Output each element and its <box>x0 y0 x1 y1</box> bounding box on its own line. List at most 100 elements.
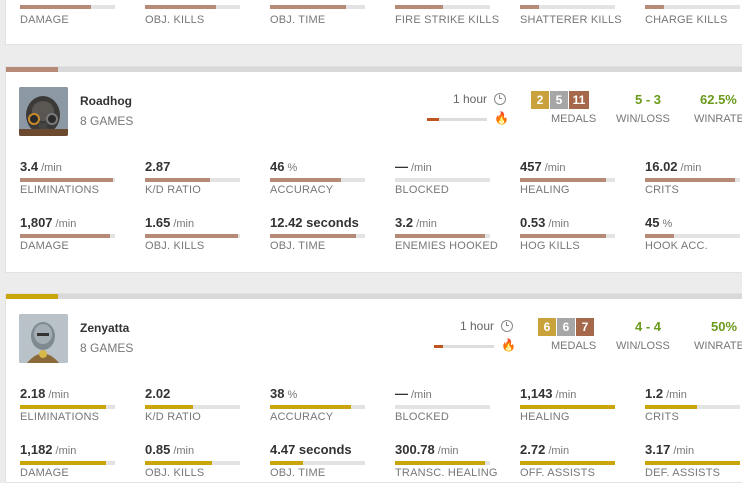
stat-value: 38% <box>270 386 380 403</box>
stat-value: 3.4/min <box>20 159 130 176</box>
stat-bar-fill <box>645 234 674 238</box>
stat-damage: 1,807/min DAMAGE <box>20 215 130 252</box>
stat-unit: /min <box>544 162 566 174</box>
stat-unit: /min <box>411 162 432 174</box>
stat-label: DAMAGE <box>20 14 69 26</box>
stat-number: 1.2 <box>645 386 664 401</box>
stat-transc-healing: 300.78/min TRANSC. HEALING <box>395 442 505 479</box>
stat-bar <box>395 234 490 238</box>
stat-bar <box>520 234 615 238</box>
stat-number: 1.65 <box>145 215 171 230</box>
stat-unit: % <box>662 218 673 230</box>
stat-label: OFF. ASSISTS <box>520 467 596 479</box>
stat-bar <box>520 5 615 9</box>
stat-label: ELIMINATIONS <box>20 411 100 423</box>
stat-value: 3.17/min <box>645 442 742 459</box>
stat-value: 2.72/min <box>520 442 630 459</box>
clock-icon <box>501 320 513 332</box>
stat-unit: /min <box>48 389 70 401</box>
stat-bar <box>395 405 490 409</box>
stat-number: 0.53 <box>520 215 546 230</box>
stat-bar <box>520 178 615 182</box>
stat-label: HEALING <box>520 184 570 196</box>
stat-unit: /min <box>437 445 459 457</box>
stat-bar-fill <box>520 234 606 238</box>
stat-bar <box>20 234 115 238</box>
bronze-medal-count: 11 <box>569 91 589 109</box>
time-played: 1 hour <box>459 319 494 333</box>
stat-label: BLOCKED <box>395 184 449 196</box>
gold-medal-count: 2 <box>531 91 549 109</box>
stat-number: 1,807 <box>20 215 53 230</box>
stat-bar-fill <box>520 5 539 9</box>
stat-value: —/min <box>395 386 505 403</box>
stat-label: OBJ. TIME <box>270 467 326 479</box>
stat-value: 0.85/min <box>145 442 255 459</box>
flame-icon: 🔥 <box>494 111 509 125</box>
stat-label: OBJ. KILLS <box>145 240 205 252</box>
stat-label: OBJ. KILLS <box>145 467 205 479</box>
stat-unit: /min <box>41 162 62 174</box>
stat-number: 3.17 <box>645 442 671 457</box>
stat-damage: 1,182/min DAMAGE <box>20 442 130 479</box>
stat-bar <box>645 234 740 238</box>
stat-label: OBJ. TIME <box>270 240 326 252</box>
time-bar-fill <box>434 345 443 348</box>
stat-bar <box>520 461 615 465</box>
stat-unit: /min <box>173 218 195 230</box>
win-loss: 4 - 4 <box>635 319 662 334</box>
stat-crits: 1.2/min CRITS <box>645 386 742 423</box>
stat-bar-fill <box>145 5 217 9</box>
stat-bar-fill <box>645 5 664 9</box>
roadhog-avatar <box>19 87 68 136</box>
stat-label: FIRE STRIKE KILLS <box>395 14 500 26</box>
winrate-label: WINRATE <box>694 340 742 352</box>
stat-unit: /min <box>555 389 577 401</box>
stat-value: 2.02 <box>145 386 255 403</box>
stat-unit: % <box>287 389 298 401</box>
stat-accuracy: 38% ACCURACY <box>270 386 380 423</box>
stat-bar <box>270 234 365 238</box>
stat-value: 45% <box>645 215 742 232</box>
stat-unit: /min <box>173 445 195 457</box>
stat-bar-fill <box>270 461 304 465</box>
winrate: 62.5% <box>700 92 737 107</box>
time-played: 1 hour <box>452 92 487 106</box>
stat-bar <box>20 178 115 182</box>
stat-label: DEF. ASSISTS <box>645 467 721 479</box>
stat-bar <box>645 461 740 465</box>
stat-number: 2.02 <box>145 386 171 401</box>
stat-number: 300.78 <box>395 442 435 457</box>
stat-unit: /min <box>680 162 702 174</box>
card-progress-fill <box>6 67 58 72</box>
stat-hook-acc: 45% HOOK ACC. <box>645 215 742 252</box>
hero-name: Roadhog <box>80 94 132 108</box>
hero-name: Zenyatta <box>80 321 130 335</box>
card-progress-fill <box>6 294 58 299</box>
stat-blocked: —/min BLOCKED <box>395 386 505 423</box>
stat-unit: /min <box>666 389 687 401</box>
stat-label: DAMAGE <box>20 467 69 479</box>
stat-bar-fill <box>395 234 486 238</box>
card-progress-bar <box>6 67 742 72</box>
stat-bar-fill <box>645 405 698 409</box>
stat-bar-fill <box>145 405 193 409</box>
stat-bar <box>395 5 490 9</box>
hero-card-roadhog: Roadhog 8 GAMES 1 hour 🔥 2 5 11 MEDALS 5… <box>5 66 742 273</box>
stat-bar <box>270 178 365 182</box>
stat-value: 3.2/min <box>395 215 505 232</box>
stat-bar <box>145 234 240 238</box>
stat-k-d-ratio: 2.87 K/D RATIO <box>145 159 255 196</box>
stat-number: 2.18 <box>20 386 46 401</box>
stat-unit: /min <box>548 445 570 457</box>
win-loss-label: WIN/LOSS <box>616 113 670 125</box>
stat-value: 0.53/min <box>520 215 630 232</box>
time-bar <box>427 118 487 121</box>
flame-icon: 🔥 <box>501 338 516 352</box>
stat-value: 1,143/min <box>520 386 630 403</box>
stat-number: 1,182 <box>20 442 53 457</box>
stat-bar-fill <box>645 178 736 182</box>
stat-value: —/min <box>395 159 505 176</box>
stat-label: ENEMIES HOOKED <box>395 240 499 252</box>
stat-obj-time: 12.42 seconds OBJ. TIME <box>270 215 380 252</box>
